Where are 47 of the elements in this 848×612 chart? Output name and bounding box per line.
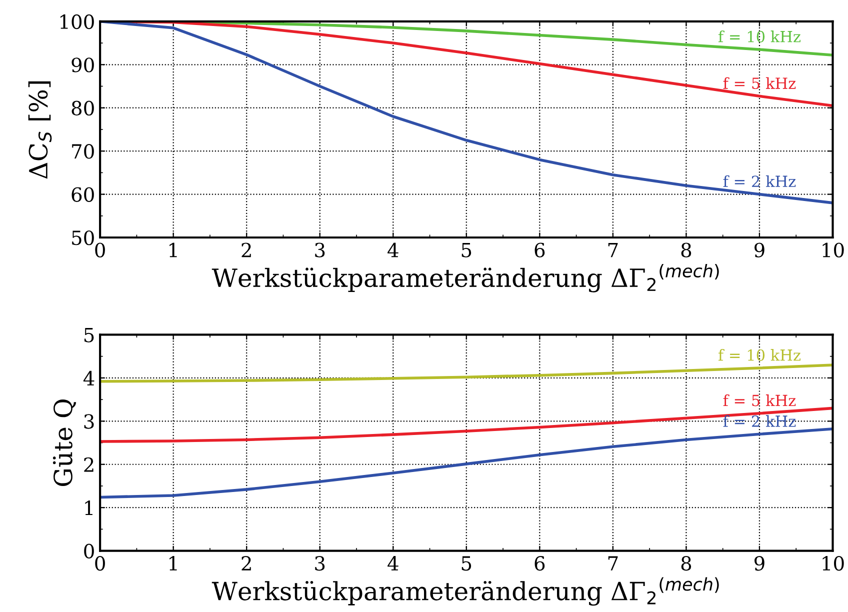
series-label: f = 10 kHz: [718, 30, 800, 42]
x-tick-label: 9: [754, 556, 764, 571]
x-tick-label: 5: [462, 556, 472, 571]
x-tick-label: 7: [608, 242, 618, 258]
x-tick-label: 6: [534, 556, 545, 571]
x-tick-label: 10: [822, 242, 844, 258]
line-series: [100, 364, 833, 383]
y-tick-label: 60: [72, 187, 94, 202]
y-tick-label: 5: [84, 328, 94, 342]
line-series: [100, 406, 833, 443]
x-tick-label: 0: [95, 242, 105, 258]
series-label: f = 2 kHz: [723, 415, 796, 427]
x-tick-label: 0: [95, 556, 105, 571]
y-tick-label: 4: [83, 370, 94, 386]
x-tick-label: 4: [388, 556, 398, 570]
x-tick-label: 5: [462, 242, 472, 258]
x-tick-label: 8: [681, 242, 692, 258]
x-axis-title: Werkstückparameteränderung ΔΓ$_{2}$$^{(mech)}$: [212, 577, 719, 606]
x-tick-label: 10: [822, 556, 844, 571]
x-tick-label: 2: [242, 556, 251, 570]
x-tick-label: 8: [681, 556, 692, 571]
line-series: [100, 428, 833, 499]
y-tick-label: 80: [72, 100, 94, 116]
x-tick-label: 2: [242, 242, 251, 258]
y-tick-label: 90: [72, 58, 94, 72]
y-tick-label: 100: [60, 14, 94, 30]
x-tick-label: 3: [315, 242, 325, 258]
x-tick-label: 6: [534, 242, 545, 258]
series-label: f = 5 kHz: [723, 394, 796, 406]
y-tick-label: 50: [72, 230, 94, 246]
x-tick-label: 1: [170, 556, 177, 570]
y-tick-label: 1: [85, 500, 92, 515]
y-tick-label: 0: [84, 544, 94, 558]
y-axis-title: ΔC$_{S}$ [%]: [28, 81, 52, 179]
x-tick-label: 1: [170, 242, 177, 258]
y-tick-label: 3: [84, 414, 94, 429]
y-tick-label: 2: [84, 457, 94, 472]
x-tick-label: 7: [608, 556, 618, 570]
series-label: f = 2 kHz: [723, 175, 796, 187]
series-label: f = 5 kHz: [723, 77, 796, 90]
y-axis-title: Güte Q: [52, 399, 76, 486]
x-axis-title: Werkstückparameteränderung ΔΓ$_{2}$$^{(mech)}$: [212, 264, 719, 292]
x-tick-label: 9: [754, 242, 764, 258]
y-tick-label: 70: [72, 144, 94, 159]
x-tick-label: 4: [388, 242, 398, 258]
series-label: f = 10 kHz: [718, 349, 800, 361]
x-tick-label: 3: [315, 556, 325, 571]
